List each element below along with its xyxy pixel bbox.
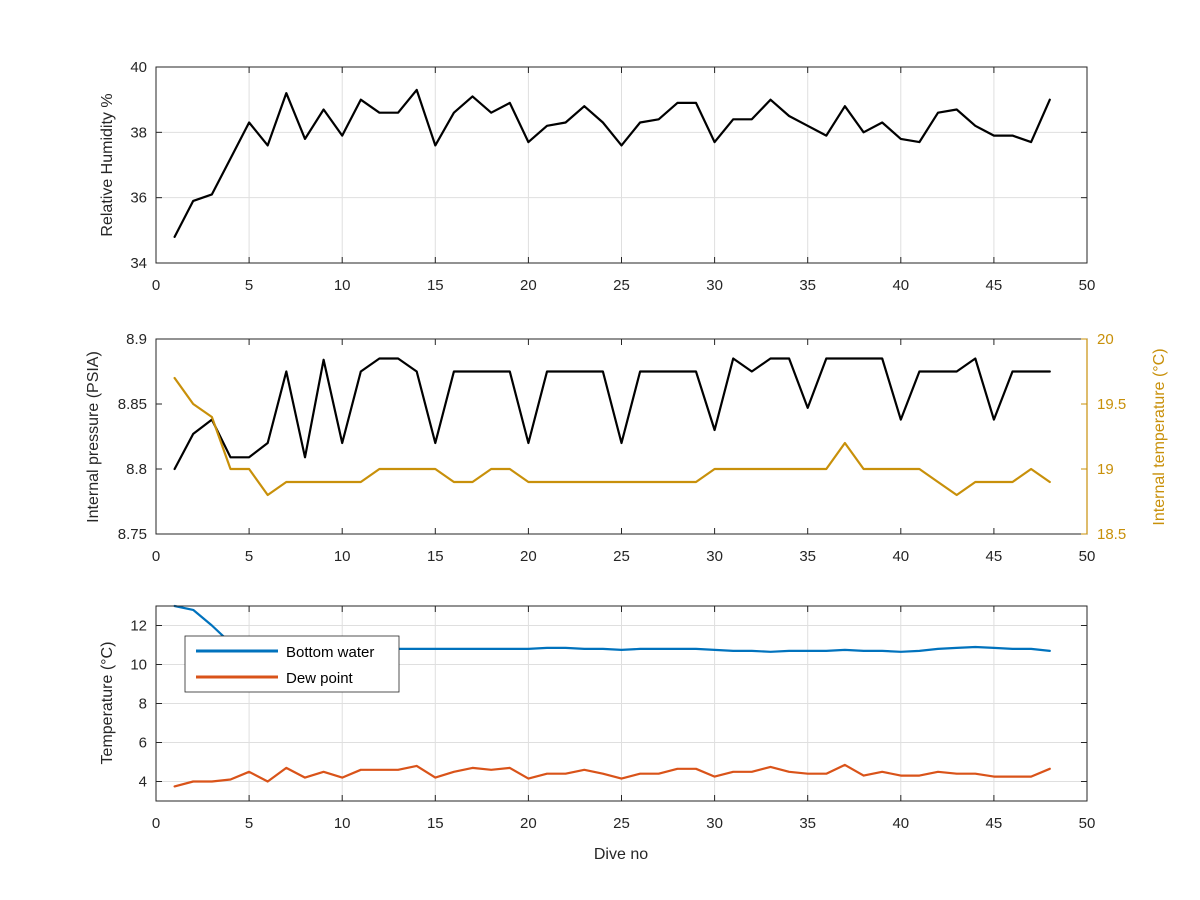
temperature-x-tick-label: 35 xyxy=(799,815,816,832)
humidity-x-tick-label: 30 xyxy=(706,277,723,294)
humidity-y-axis-label: Relative Humidity % xyxy=(99,93,116,236)
temperature-panel: 0 5 10 15 20 25 30 35 40 45 50 4 6 8 10 12 Temperature … xyxy=(99,604,1095,863)
humidity-x-tick-label: 25 xyxy=(613,277,630,294)
pressure-y-axis-label: Internal pressure (PSIA) xyxy=(85,351,102,523)
temperature-y-tick-label: 4 xyxy=(139,774,147,791)
humidity-x-tick-label: 50 xyxy=(1079,277,1096,294)
pressure-ticks: 0 5 10 15 20 25 30 35 40 45 50 8.75 8.8 8.85 8.9 18.5 19… xyxy=(118,331,1126,565)
humidity-x-tick-label: 15 xyxy=(427,277,444,294)
humidity-x-tick-label: 45 xyxy=(986,277,1003,294)
pressure-x-tick-label: 45 xyxy=(986,548,1003,565)
pressure-right-tick-label: 20 xyxy=(1097,331,1114,348)
legend-label-bottom-water: Bottom water xyxy=(286,644,374,661)
temperature-x-tick-label: 10 xyxy=(334,815,351,832)
humidity-x-tick-label: 10 xyxy=(334,277,351,294)
pressure-y-tick-label: 8.8 xyxy=(126,461,147,478)
pressure-y-tick-label: 8.9 xyxy=(126,331,147,348)
pressure-y-tick-label: 8.75 xyxy=(118,526,147,543)
temperature-x-tick-label: 0 xyxy=(152,815,160,832)
temperature-x-tick-label: 45 xyxy=(986,815,1003,832)
dew-point-line xyxy=(173,763,1051,788)
pressure-x-tick-label: 25 xyxy=(613,548,630,565)
legend: Bottom water Dew point xyxy=(184,635,400,693)
temperature-x-tick-label: 30 xyxy=(706,815,723,832)
pressure-series xyxy=(173,357,1051,497)
humidity-x-tick-label: 5 xyxy=(245,277,253,294)
humidity-x-tick-label: 35 xyxy=(799,277,816,294)
temperature-y-tick-label: 12 xyxy=(130,618,147,635)
temperature-y-tick-label: 8 xyxy=(139,696,147,713)
humidity-y-tick-label: 34 xyxy=(130,255,147,272)
humidity-y-tick-label: 38 xyxy=(130,124,147,141)
pressure-right-tick-label: 18.5 xyxy=(1097,526,1126,543)
pressure-right-tick-label: 19.5 xyxy=(1097,396,1126,413)
humidity-x-tick-label: 20 xyxy=(520,277,537,294)
humidity-y-tick-label: 40 xyxy=(130,59,147,76)
pressure-x-tick-label: 10 xyxy=(334,548,351,565)
pressure-y-tick-label: 8.85 xyxy=(118,396,147,413)
pressure-x-tick-label: 15 xyxy=(427,548,444,565)
temperature-y-tick-label: 6 xyxy=(139,735,147,752)
pressure-series-1-line xyxy=(173,376,1051,497)
pressure-x-tick-label: 0 xyxy=(152,548,160,565)
temperature-y-tick-label: 10 xyxy=(130,657,147,674)
pressure-x-tick-label: 35 xyxy=(799,548,816,565)
pressure-series-0-line xyxy=(173,357,1051,471)
temperature-x-tick-label: 5 xyxy=(245,815,253,832)
pressure-right-tick-label: 19 xyxy=(1097,461,1114,478)
temperature-ticks: 0 5 10 15 20 25 30 35 40 45 50 4 6 8 10 12 xyxy=(130,606,1095,832)
legend-box xyxy=(184,635,400,693)
pressure-plot-area xyxy=(156,339,1087,534)
legend-label-dew-point: Dew point xyxy=(286,670,354,687)
pressure-x-tick-label: 5 xyxy=(245,548,253,565)
humidity-x-tick-label: 40 xyxy=(892,277,909,294)
humidity-ticks: 0 5 10 15 20 25 30 35 40 45 50 34 36 38 40 xyxy=(130,59,1095,294)
humidity-series-0-line xyxy=(173,88,1051,238)
temperature-x-tick-label: 40 xyxy=(892,815,909,832)
temperature-x-tick-label: 20 xyxy=(520,815,537,832)
temperature-y-axis-label: Temperature (°C) xyxy=(99,642,116,765)
humidity-series xyxy=(173,88,1051,238)
pressure-x-tick-label: 30 xyxy=(706,548,723,565)
dive-no-x-axis-label: Dive no xyxy=(594,846,648,863)
pressure-x-tick-label: 40 xyxy=(892,548,909,565)
temperature-x-tick-label: 50 xyxy=(1079,815,1096,832)
temperature-x-tick-label: 15 xyxy=(427,815,444,832)
humidity-x-tick-label: 0 xyxy=(152,277,160,294)
pressure-x-tick-label: 50 xyxy=(1079,548,1096,565)
pressure-temperature-panel: 0 5 10 15 20 25 30 35 40 45 50 8.75 8.8 8.85 8.9 18.5 19… xyxy=(85,331,1168,565)
temperature-x-tick-label: 25 xyxy=(613,815,630,832)
humidity-panel: 0 5 10 15 20 25 30 35 40 45 50 34 36 38 40 Relative Hu… xyxy=(99,59,1095,294)
internal-temperature-y-axis-label: Internal temperature (°C) xyxy=(1151,348,1168,525)
humidity-y-tick-label: 36 xyxy=(130,190,147,207)
pressure-x-tick-label: 20 xyxy=(520,548,537,565)
